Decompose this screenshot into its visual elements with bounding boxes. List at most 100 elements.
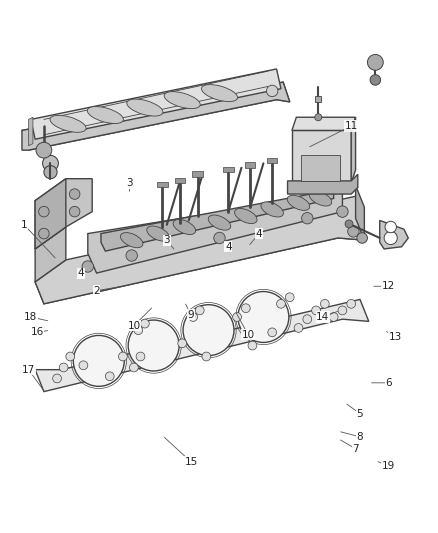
- Ellipse shape: [286, 195, 309, 211]
- Circle shape: [140, 319, 149, 328]
- Polygon shape: [31, 69, 280, 139]
- Circle shape: [347, 225, 358, 237]
- Circle shape: [336, 206, 347, 217]
- Circle shape: [314, 114, 321, 121]
- Polygon shape: [192, 171, 202, 176]
- Circle shape: [346, 300, 355, 308]
- Circle shape: [69, 206, 80, 217]
- Text: 9: 9: [187, 310, 194, 320]
- Polygon shape: [35, 179, 66, 249]
- Polygon shape: [35, 196, 364, 304]
- Circle shape: [237, 292, 288, 342]
- Circle shape: [367, 54, 382, 70]
- Polygon shape: [291, 117, 355, 131]
- Polygon shape: [35, 179, 92, 249]
- Ellipse shape: [120, 232, 143, 248]
- Polygon shape: [35, 218, 364, 304]
- Circle shape: [39, 228, 49, 239]
- Text: 17: 17: [22, 365, 35, 375]
- Circle shape: [302, 315, 311, 324]
- Text: 19: 19: [381, 461, 394, 471]
- Ellipse shape: [164, 92, 200, 109]
- Ellipse shape: [208, 215, 230, 230]
- Circle shape: [285, 293, 293, 302]
- Circle shape: [188, 312, 197, 321]
- Text: 7: 7: [351, 443, 358, 454]
- Circle shape: [129, 363, 138, 372]
- Text: 10: 10: [241, 329, 254, 340]
- Circle shape: [383, 231, 396, 245]
- Circle shape: [328, 312, 337, 321]
- Circle shape: [183, 305, 233, 356]
- Circle shape: [267, 328, 276, 337]
- Ellipse shape: [50, 115, 86, 132]
- Circle shape: [195, 306, 204, 315]
- Circle shape: [82, 261, 93, 272]
- Circle shape: [73, 335, 124, 386]
- Ellipse shape: [87, 107, 123, 124]
- Circle shape: [337, 306, 346, 315]
- Polygon shape: [300, 155, 339, 181]
- Circle shape: [369, 75, 380, 85]
- Circle shape: [301, 213, 312, 224]
- Circle shape: [128, 320, 179, 371]
- Text: 8: 8: [356, 432, 363, 442]
- Ellipse shape: [127, 99, 162, 116]
- Text: 16: 16: [31, 327, 44, 337]
- Circle shape: [126, 250, 137, 261]
- Polygon shape: [223, 167, 233, 172]
- Circle shape: [311, 306, 320, 315]
- Polygon shape: [35, 300, 368, 392]
- Circle shape: [344, 220, 352, 228]
- Circle shape: [134, 326, 142, 335]
- Circle shape: [69, 189, 80, 199]
- Text: 11: 11: [344, 121, 357, 131]
- Text: 12: 12: [381, 281, 394, 291]
- Circle shape: [79, 361, 88, 370]
- Polygon shape: [22, 82, 289, 150]
- Circle shape: [276, 300, 285, 308]
- Polygon shape: [379, 221, 407, 249]
- Circle shape: [293, 324, 302, 333]
- Polygon shape: [314, 96, 321, 102]
- Text: 10: 10: [127, 321, 140, 331]
- Ellipse shape: [173, 220, 195, 235]
- Circle shape: [356, 233, 367, 243]
- Text: 18: 18: [24, 312, 37, 322]
- Circle shape: [384, 221, 396, 233]
- Polygon shape: [244, 163, 255, 168]
- Text: 5: 5: [356, 409, 363, 418]
- Text: 15: 15: [184, 457, 197, 467]
- Ellipse shape: [201, 85, 237, 102]
- Polygon shape: [22, 82, 289, 150]
- Text: 6: 6: [384, 378, 391, 388]
- Circle shape: [42, 156, 58, 171]
- Polygon shape: [157, 182, 167, 188]
- Circle shape: [66, 352, 74, 361]
- Circle shape: [320, 300, 328, 308]
- Text: 14: 14: [315, 312, 328, 322]
- Circle shape: [39, 206, 49, 217]
- Circle shape: [118, 352, 127, 361]
- Circle shape: [177, 339, 186, 348]
- Polygon shape: [28, 117, 33, 146]
- Ellipse shape: [308, 191, 331, 206]
- Polygon shape: [35, 227, 66, 282]
- Text: 4: 4: [224, 242, 231, 252]
- Circle shape: [241, 304, 250, 312]
- Circle shape: [44, 166, 57, 179]
- Polygon shape: [88, 192, 342, 273]
- Text: 4: 4: [255, 229, 262, 239]
- Ellipse shape: [260, 202, 283, 217]
- Circle shape: [36, 142, 52, 158]
- Polygon shape: [355, 185, 364, 240]
- Text: 4: 4: [78, 268, 85, 278]
- Text: 3: 3: [126, 178, 133, 188]
- Circle shape: [266, 85, 277, 96]
- Circle shape: [105, 372, 114, 381]
- Text: 13: 13: [388, 332, 401, 342]
- Polygon shape: [174, 178, 185, 183]
- Ellipse shape: [234, 208, 257, 223]
- Circle shape: [136, 352, 145, 361]
- Text: 1: 1: [21, 220, 28, 230]
